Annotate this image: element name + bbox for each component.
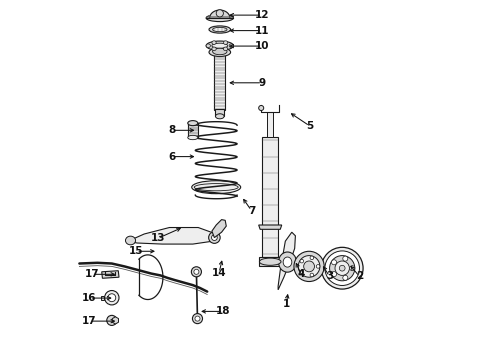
Ellipse shape: [194, 269, 199, 274]
Ellipse shape: [212, 43, 228, 48]
Ellipse shape: [343, 275, 348, 280]
Bar: [216, 109, 224, 116]
Ellipse shape: [206, 41, 233, 50]
Ellipse shape: [330, 256, 355, 281]
Ellipse shape: [229, 44, 233, 48]
Text: 10: 10: [255, 41, 270, 51]
Ellipse shape: [283, 257, 292, 267]
Ellipse shape: [209, 26, 231, 33]
Text: 18: 18: [216, 306, 231, 316]
Bar: [268, 112, 273, 137]
Ellipse shape: [107, 315, 117, 325]
Ellipse shape: [223, 47, 228, 51]
Bar: [262, 137, 278, 257]
Ellipse shape: [212, 41, 216, 44]
Polygon shape: [102, 271, 119, 278]
Text: 2: 2: [356, 271, 363, 282]
Polygon shape: [259, 225, 282, 229]
Ellipse shape: [298, 256, 320, 277]
Ellipse shape: [216, 10, 223, 17]
Text: 14: 14: [212, 268, 226, 278]
Ellipse shape: [310, 256, 314, 260]
Ellipse shape: [321, 247, 363, 289]
Polygon shape: [212, 220, 226, 238]
Ellipse shape: [294, 251, 324, 282]
Ellipse shape: [188, 121, 198, 126]
Text: 8: 8: [169, 125, 176, 135]
Text: 15: 15: [129, 246, 144, 256]
Text: 11: 11: [255, 26, 270, 36]
Ellipse shape: [259, 105, 264, 111]
Ellipse shape: [350, 266, 355, 271]
Ellipse shape: [192, 181, 241, 194]
Ellipse shape: [188, 135, 198, 140]
Ellipse shape: [206, 14, 233, 22]
Text: 13: 13: [150, 233, 165, 243]
Polygon shape: [112, 317, 119, 324]
Text: 9: 9: [259, 78, 266, 88]
Bar: [259, 257, 281, 266]
Text: 17: 17: [85, 269, 99, 279]
Ellipse shape: [223, 41, 228, 44]
Polygon shape: [101, 296, 104, 300]
Ellipse shape: [108, 294, 116, 302]
Ellipse shape: [213, 27, 227, 32]
Ellipse shape: [195, 316, 200, 321]
Text: 16: 16: [82, 293, 97, 303]
Ellipse shape: [325, 251, 360, 285]
Ellipse shape: [316, 265, 320, 268]
Ellipse shape: [339, 265, 345, 271]
Ellipse shape: [209, 232, 220, 243]
Ellipse shape: [213, 48, 227, 55]
Ellipse shape: [259, 258, 281, 265]
Text: 5: 5: [306, 121, 314, 131]
Text: 3: 3: [326, 271, 333, 282]
Ellipse shape: [216, 114, 224, 119]
Ellipse shape: [194, 184, 238, 191]
Text: 1: 1: [283, 299, 290, 309]
Ellipse shape: [104, 291, 119, 305]
Ellipse shape: [212, 235, 217, 240]
Ellipse shape: [206, 44, 210, 48]
Ellipse shape: [209, 48, 231, 57]
Ellipse shape: [304, 261, 315, 272]
Text: 17: 17: [82, 316, 97, 326]
Ellipse shape: [125, 236, 136, 245]
Ellipse shape: [192, 267, 201, 277]
Polygon shape: [210, 10, 230, 18]
Polygon shape: [278, 232, 295, 290]
Polygon shape: [128, 228, 216, 244]
Text: 7: 7: [248, 206, 255, 216]
Text: 6: 6: [169, 152, 176, 162]
Ellipse shape: [332, 260, 337, 265]
Bar: [215, 52, 225, 110]
Ellipse shape: [193, 314, 202, 324]
Bar: [188, 123, 198, 138]
Text: 4: 4: [297, 269, 304, 279]
Ellipse shape: [300, 270, 304, 274]
Ellipse shape: [212, 47, 216, 51]
Ellipse shape: [310, 273, 314, 277]
Ellipse shape: [343, 256, 348, 261]
Ellipse shape: [332, 271, 337, 276]
Ellipse shape: [278, 252, 296, 272]
Ellipse shape: [335, 261, 349, 275]
Ellipse shape: [300, 259, 304, 263]
Text: 12: 12: [255, 10, 270, 20]
